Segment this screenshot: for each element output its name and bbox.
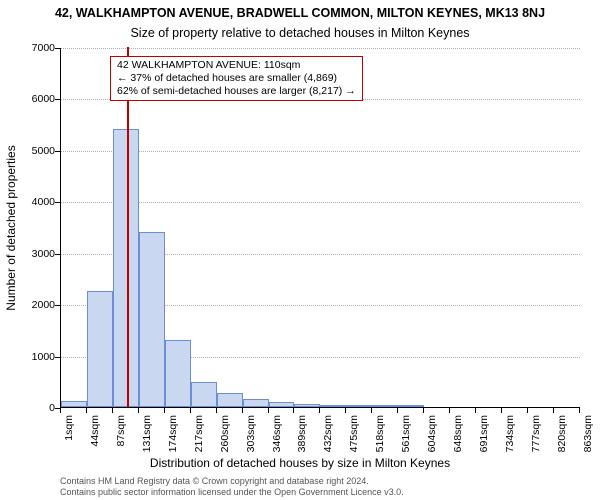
x-tick-label: 863sqm bbox=[582, 415, 594, 452]
y-tick-mark bbox=[55, 357, 60, 358]
annotation-line-3: 62% of semi-detached houses are larger (… bbox=[117, 85, 356, 98]
x-tick-label: 260sqm bbox=[219, 415, 231, 452]
x-tick-mark bbox=[216, 408, 217, 413]
x-tick-mark bbox=[475, 408, 476, 413]
y-tick-label: 5000 bbox=[5, 145, 55, 157]
y-tick-mark bbox=[55, 151, 60, 152]
y-tick-label: 6000 bbox=[5, 93, 55, 105]
histogram-bar bbox=[139, 232, 165, 407]
x-tick-label: 648sqm bbox=[452, 415, 464, 452]
x-tick-label: 131sqm bbox=[141, 415, 153, 452]
plot-area bbox=[60, 48, 580, 408]
x-tick-mark bbox=[449, 408, 450, 413]
x-tick-mark bbox=[268, 408, 269, 413]
x-tick-mark bbox=[397, 408, 398, 413]
gridline bbox=[61, 202, 580, 203]
y-tick-label: 3000 bbox=[5, 248, 55, 260]
histogram-bar bbox=[346, 405, 372, 407]
x-tick-mark bbox=[371, 408, 372, 413]
x-tick-mark bbox=[319, 408, 320, 413]
x-tick-label: 820sqm bbox=[556, 415, 568, 452]
y-tick-mark bbox=[55, 99, 60, 100]
histogram-bar bbox=[217, 393, 243, 407]
histogram-bar bbox=[165, 340, 191, 407]
histogram-bar bbox=[87, 291, 113, 407]
credits-line-1: Contains HM Land Registry data © Crown c… bbox=[60, 476, 404, 487]
y-tick-mark bbox=[55, 202, 60, 203]
x-tick-label: 346sqm bbox=[271, 415, 283, 452]
x-tick-mark bbox=[423, 408, 424, 413]
chart-container: { "chart": { "type": "histogram", "title… bbox=[0, 0, 600, 500]
x-axis-label: Distribution of detached houses by size … bbox=[0, 456, 600, 470]
y-tick-mark bbox=[55, 305, 60, 306]
x-tick-label: 734sqm bbox=[504, 415, 516, 452]
x-tick-mark bbox=[138, 408, 139, 413]
y-tick-label: 0 bbox=[5, 402, 55, 414]
x-tick-label: 174sqm bbox=[167, 415, 179, 452]
histogram-bar bbox=[294, 404, 320, 407]
x-tick-label: 777sqm bbox=[530, 415, 542, 452]
x-tick-mark bbox=[86, 408, 87, 413]
y-tick-label: 4000 bbox=[5, 196, 55, 208]
histogram-bar bbox=[243, 399, 269, 407]
histogram-bar bbox=[398, 405, 424, 407]
x-tick-label: 44sqm bbox=[89, 415, 101, 447]
x-tick-mark bbox=[345, 408, 346, 413]
annotation-line-1: 42 WALKHAMPTON AVENUE: 110sqm bbox=[117, 59, 356, 72]
x-tick-label: 518sqm bbox=[374, 415, 386, 452]
y-tick-label: 1000 bbox=[5, 351, 55, 363]
histogram-bar bbox=[269, 402, 295, 407]
x-tick-mark bbox=[501, 408, 502, 413]
annotation-box: 42 WALKHAMPTON AVENUE: 110sqm ← 37% of d… bbox=[110, 56, 363, 101]
histogram-bar bbox=[61, 401, 87, 407]
chart-title-main: 42, WALKHAMPTON AVENUE, BRADWELL COMMON,… bbox=[0, 6, 600, 20]
gridline bbox=[61, 48, 580, 49]
x-tick-label: 475sqm bbox=[348, 415, 360, 452]
histogram-bar bbox=[191, 382, 217, 407]
x-tick-label: 389sqm bbox=[296, 415, 308, 452]
x-tick-label: 691sqm bbox=[478, 415, 490, 452]
x-tick-label: 303sqm bbox=[245, 415, 257, 452]
x-tick-mark bbox=[553, 408, 554, 413]
x-tick-label: 604sqm bbox=[426, 415, 438, 452]
x-tick-mark bbox=[190, 408, 191, 413]
histogram-bar bbox=[372, 405, 398, 407]
y-tick-label: 7000 bbox=[5, 42, 55, 54]
y-tick-mark bbox=[55, 254, 60, 255]
x-tick-mark bbox=[164, 408, 165, 413]
x-tick-label: 561sqm bbox=[400, 415, 412, 452]
x-tick-label: 87sqm bbox=[115, 415, 127, 447]
credits-line-2: Contains public sector information licen… bbox=[60, 487, 404, 498]
chart-title-sub: Size of property relative to detached ho… bbox=[0, 26, 600, 40]
annotation-line-2: ← 37% of detached houses are smaller (4,… bbox=[117, 72, 356, 85]
x-tick-mark bbox=[112, 408, 113, 413]
gridline bbox=[61, 151, 580, 152]
x-tick-label: 217sqm bbox=[193, 415, 205, 452]
x-tick-mark bbox=[293, 408, 294, 413]
x-tick-mark bbox=[579, 408, 580, 413]
x-tick-mark bbox=[242, 408, 243, 413]
x-tick-label: 1sqm bbox=[63, 415, 75, 441]
x-tick-mark bbox=[527, 408, 528, 413]
credits: Contains HM Land Registry data © Crown c… bbox=[60, 476, 404, 498]
histogram-bar bbox=[320, 405, 346, 407]
y-tick-mark bbox=[55, 48, 60, 49]
x-tick-label: 432sqm bbox=[322, 415, 334, 452]
y-tick-label: 2000 bbox=[5, 299, 55, 311]
x-tick-mark bbox=[60, 408, 61, 413]
